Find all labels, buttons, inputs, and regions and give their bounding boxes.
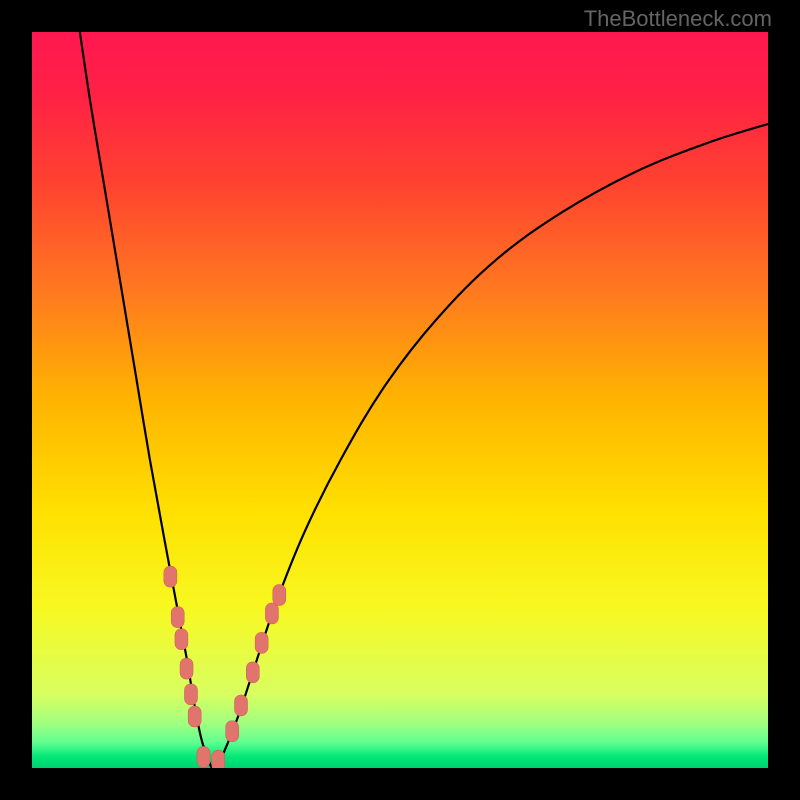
chart-root: TheBottleneck.com <box>0 0 800 800</box>
data-point <box>188 706 201 727</box>
data-point <box>212 750 225 768</box>
data-point <box>226 721 239 742</box>
data-point <box>184 684 197 705</box>
data-point <box>265 603 278 624</box>
data-point <box>273 585 286 606</box>
data-point <box>235 695 248 716</box>
data-point <box>171 607 184 628</box>
data-point <box>246 662 259 683</box>
bottleneck-curve <box>80 32 768 768</box>
bottleneck-curve-plot <box>32 32 768 768</box>
data-point-group <box>164 566 286 768</box>
watermark-text: TheBottleneck.com <box>584 6 772 32</box>
data-point <box>175 629 188 650</box>
data-point <box>255 632 268 653</box>
data-point <box>180 658 193 679</box>
data-point <box>197 746 210 767</box>
data-point <box>164 566 177 587</box>
